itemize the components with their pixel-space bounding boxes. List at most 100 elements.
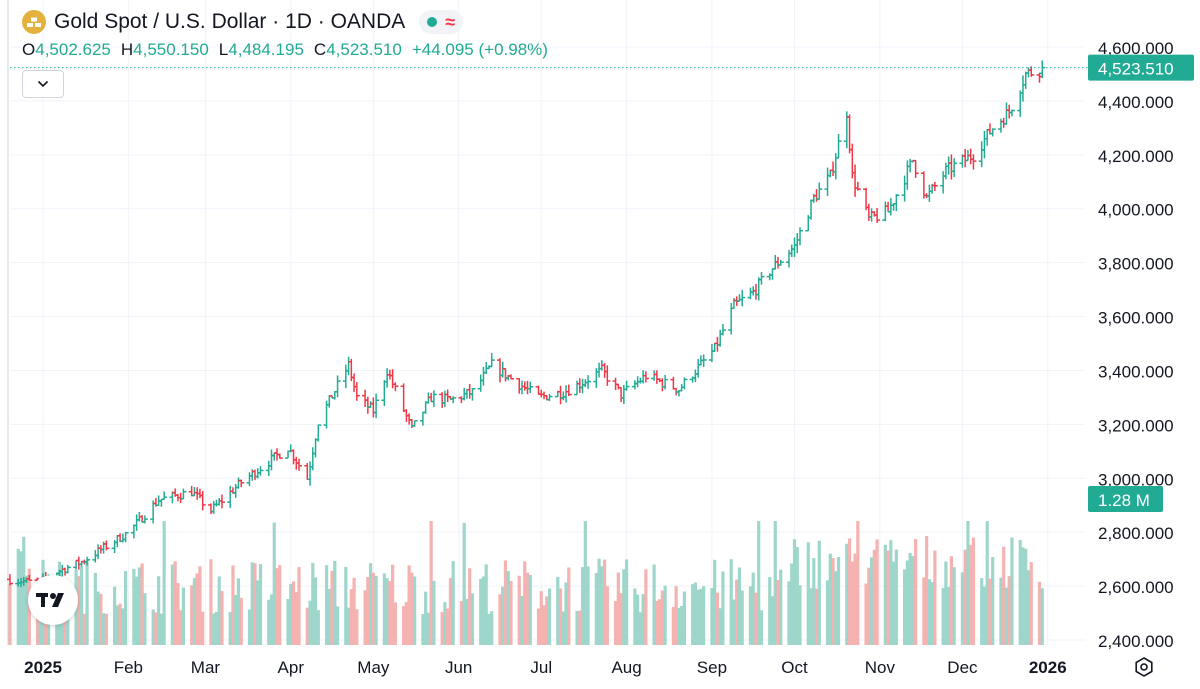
volume-bar: [316, 610, 320, 645]
chart-settings-button[interactable]: [1132, 655, 1156, 679]
volume-bar: [407, 565, 411, 645]
volume-bar: [713, 559, 717, 645]
volume-bar: [768, 576, 772, 645]
volume-bar: [308, 600, 312, 645]
volume-bar: [324, 565, 329, 645]
volume-bar: [140, 563, 144, 645]
volume-bar: [60, 605, 64, 645]
volume-bar: [143, 593, 147, 645]
volume-bar: [1040, 588, 1044, 645]
volume-bar: [446, 608, 450, 645]
y-tick-label: 3,000.000: [1098, 470, 1174, 489]
volume-bar: [680, 605, 684, 645]
volume-bar: [999, 577, 1003, 645]
x-tick-label: 2025: [24, 658, 62, 677]
volume-bar: [517, 575, 521, 645]
volume-bar: [371, 572, 375, 645]
volume-bar: [462, 522, 466, 645]
volume-bar: [770, 596, 775, 645]
volume-bar: [402, 606, 406, 645]
volume-bar: [806, 542, 810, 645]
volume-bar: [410, 572, 414, 645]
volume-bar: [682, 591, 687, 645]
volume-bar: [330, 570, 334, 645]
volume-bar: [236, 578, 241, 645]
volume-bar: [547, 588, 552, 645]
volume-bar: [96, 591, 100, 645]
volume-bar: [980, 578, 984, 645]
volume-bar: [179, 610, 183, 645]
volume-bar: [677, 607, 681, 645]
volume-bar: [256, 580, 260, 645]
volume-bar: [754, 592, 758, 645]
volume-bar: [812, 558, 816, 645]
volume-bar: [77, 576, 81, 645]
volume-bar: [176, 583, 180, 645]
volume-bar: [190, 585, 194, 645]
volume-bar: [382, 573, 386, 645]
volume-bar: [845, 543, 849, 645]
volume-bar: [757, 521, 761, 645]
volume-bar: [404, 601, 408, 645]
volume-bar: [886, 550, 890, 645]
volume-bar: [484, 564, 488, 645]
volume-bar: [658, 599, 662, 645]
market-open-dot-icon: [427, 17, 438, 27]
last-price-label: 4,523.510: [1098, 60, 1174, 79]
volume-bar: [798, 585, 802, 645]
volume-bar: [831, 558, 835, 645]
volume-bar: [388, 581, 392, 645]
status-pill[interactable]: ≈: [419, 10, 464, 34]
volume-bar: [192, 578, 197, 645]
volume-bar: [113, 586, 117, 645]
x-tick-label: May: [357, 658, 390, 677]
volume-bar: [272, 522, 276, 645]
volume-bar: [173, 561, 177, 645]
gold-bars-icon: [22, 10, 46, 34]
volume-bar: [825, 580, 830, 645]
volume-bar: [721, 571, 725, 645]
volume-bar: [525, 572, 530, 645]
volume-bar: [790, 563, 794, 645]
volume-bar: [498, 594, 502, 645]
volume-bar: [586, 566, 590, 645]
x-tick-label: Aug: [611, 658, 641, 677]
volume-bar: [8, 584, 12, 645]
ohlc-legend: O4,502.625 H4,550.150 L4,484.195 C4,523.…: [22, 40, 548, 60]
volume-bar: [19, 551, 23, 645]
symbol-legend[interactable]: Gold Spot / U.S. Dollar · 1D · OANDA ≈: [22, 8, 464, 36]
volume-bar: [443, 602, 447, 645]
volume-bar: [137, 567, 141, 645]
volume-bar: [349, 589, 353, 645]
volume-bar: [159, 613, 163, 645]
y-tick-label: 4,000.000: [1098, 201, 1174, 220]
volume-bar: [459, 601, 464, 645]
volume-bar: [487, 613, 491, 645]
volume-bar: [294, 591, 298, 645]
x-tick-label: 2026: [1029, 658, 1067, 677]
volume-bar: [250, 562, 254, 645]
volume-bar: [693, 582, 698, 645]
volume-bar: [214, 611, 219, 645]
collapse-legend-button[interactable]: [22, 70, 64, 98]
x-tick-label: Jun: [445, 658, 472, 677]
tradingview-logo-icon[interactable]: [28, 575, 78, 625]
volume-bar: [1010, 537, 1014, 645]
volume-bar: [564, 582, 568, 645]
volume-bar: [622, 569, 626, 645]
delayed-data-wave-icon: ≈: [445, 12, 456, 32]
volume-bar: [991, 557, 995, 645]
volume-bar: [644, 569, 648, 645]
volume-bar: [636, 594, 640, 645]
volume-bar: [779, 569, 783, 645]
volume-bar: [1021, 547, 1025, 645]
volume-bar: [501, 586, 505, 645]
volume-bar: [198, 566, 202, 645]
volume-bar: [864, 583, 868, 645]
volume-bar: [413, 576, 417, 645]
volume-bar: [536, 608, 541, 645]
volume-bar: [490, 611, 494, 645]
volume-bar: [124, 571, 128, 645]
volume-bar: [828, 553, 832, 645]
